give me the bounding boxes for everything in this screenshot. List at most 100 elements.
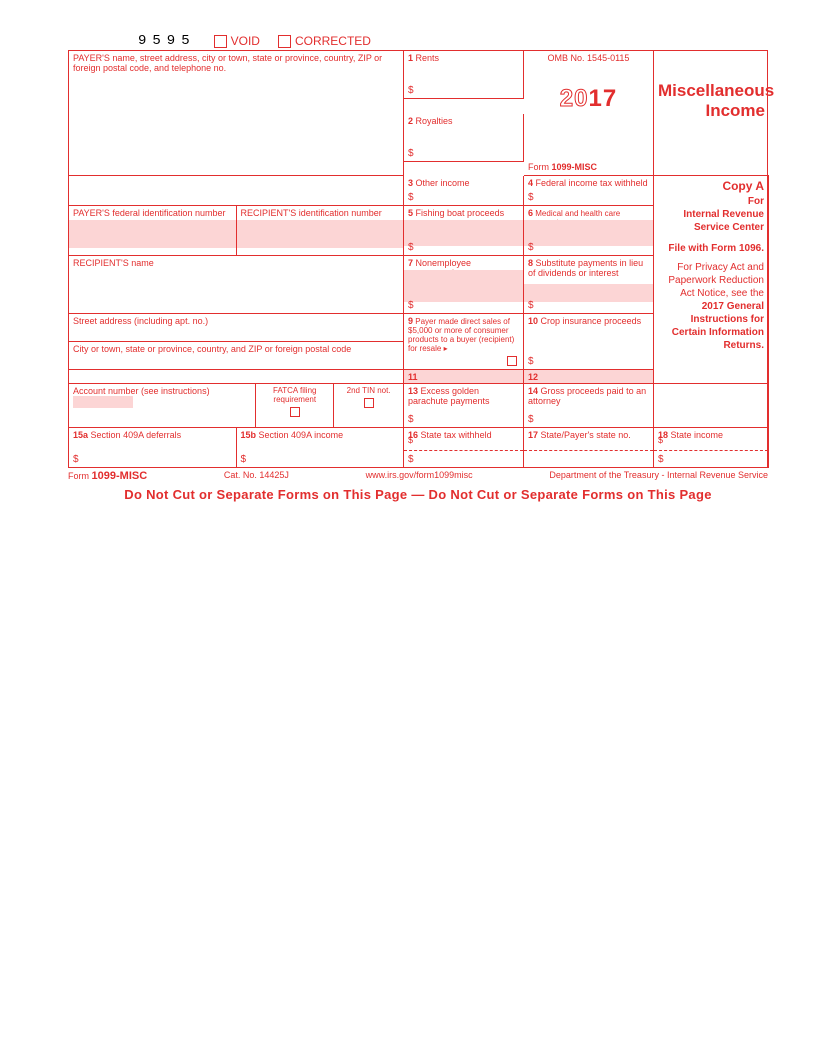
payer-info-block[interactable]: PAYER'S name, street address, city or to… <box>69 51 404 176</box>
box-7-nonemployee[interactable]: 7 Nonemployee compensation $ <box>404 256 524 314</box>
privacy-text-2: 2017 General Instructions for Certain In… <box>672 301 764 351</box>
box-18-state-income[interactable]: 18 State income $ $ <box>654 428 769 468</box>
box-16-state-tax[interactable]: 16 State tax withheld $ $ <box>404 428 524 468</box>
box-8-substitute[interactable]: 8 Substitute payments in lieu of dividen… <box>524 256 654 314</box>
title-block: Miscellaneous Income <box>654 51 769 176</box>
row-15: 15a Section 409A deferrals $ 15b Section… <box>69 428 404 468</box>
box-10-num: 10 <box>528 316 538 326</box>
dollar-sign: $ <box>73 454 79 465</box>
box-17-state-no[interactable]: 17 State/Payer's state no. <box>524 428 654 468</box>
dollar-sign: $ <box>241 454 247 465</box>
box-5-num: 5 <box>408 208 413 218</box>
tin2-checkbox[interactable] <box>364 398 374 408</box>
spacer-2 <box>69 370 404 384</box>
form-number: 1099-MISC <box>552 162 598 172</box>
tin2-label: 2nd TIN not. <box>347 386 391 395</box>
footer-url: www.irs.gov/form1099misc <box>366 470 473 482</box>
box-4-label: Federal income tax withheld <box>536 178 648 188</box>
dollar-sign: $ <box>408 148 414 159</box>
box-10-label: Crop insurance proceeds <box>541 316 642 326</box>
box-14-label: Gross proceeds paid to an attorney <box>528 386 646 406</box>
dollar-sign: $ <box>408 454 414 465</box>
form-label: Form <box>528 162 549 172</box>
box-1-rents[interactable]: 1 Rents $ <box>404 51 524 99</box>
box-15a-label: Section 409A deferrals <box>91 430 182 440</box>
dollar-sign: $ <box>658 435 663 445</box>
box-3-other-income[interactable]: 3 Other income $ <box>404 176 524 206</box>
box-7-num: 7 <box>408 258 413 268</box>
box-3-label: Other income <box>416 178 470 188</box>
account-number[interactable]: Account number (see instructions) <box>69 384 255 427</box>
dollar-sign: $ <box>528 356 534 367</box>
corrected-label: CORRECTED <box>295 34 371 48</box>
dollar-sign: $ <box>408 300 414 311</box>
right-spacer <box>654 384 769 428</box>
payer-fed-id[interactable]: PAYER'S federal identification number <box>69 206 237 255</box>
account-label: Account number (see instructions) <box>73 386 210 396</box>
right-instructions: Copy A For Internal Revenue Service Cent… <box>654 176 769 384</box>
dollar-sign: $ <box>408 85 414 96</box>
footer-row: Form 1099-MISC Cat. No. 14425J www.irs.g… <box>68 468 768 484</box>
box-9-label: Payer made direct sales of $5,000 or mor… <box>408 317 514 353</box>
box-8-num: 8 <box>528 258 533 268</box>
box-1-num: 1 <box>408 53 413 63</box>
footer-cat: Cat. No. 14425J <box>224 470 289 482</box>
omb-year-block: OMB No. 1545-0115 2017 Form 1099-MISC <box>524 51 654 176</box>
box-17-label: State/Payer's state no. <box>541 430 631 440</box>
recipient-id[interactable]: RECIPIENT'S identification number <box>237 206 404 255</box>
fatca-checkbox[interactable] <box>290 407 300 417</box>
tin2-block[interactable]: 2nd TIN not. <box>333 384 403 427</box>
street-address-block[interactable]: Street address (including apt. no.) <box>69 314 404 342</box>
box-10-crop[interactable]: 10 Crop insurance proceeds $ <box>524 314 654 370</box>
year-prefix: 20 <box>560 85 589 112</box>
void-checkbox[interactable] <box>214 35 227 48</box>
footer-form-label: Form <box>68 471 89 481</box>
recipient-id-label: RECIPIENT'S identification number <box>241 208 382 218</box>
privacy-text-1: For Privacy Act and Paperwork Reduction … <box>668 262 764 299</box>
dollar-sign: $ <box>408 414 414 425</box>
box-2-royalties[interactable]: 2 Royalties $ <box>404 114 524 162</box>
box-3-num: 3 <box>408 178 413 188</box>
box-9-num: 9 <box>408 316 413 326</box>
box-15a[interactable]: 15a Section 409A deferrals $ <box>69 428 236 467</box>
box-9-checkbox[interactable] <box>507 356 517 366</box>
void-label: VOID <box>231 34 260 48</box>
box-6-medical[interactable]: 6 Medical and health care payments $ <box>524 206 654 256</box>
form-1099-misc: 9595 VOID CORRECTED PAYER'S name, street… <box>68 32 768 502</box>
box-13-num: 13 <box>408 386 418 396</box>
box-14-num: 14 <box>528 386 538 396</box>
account-row: Account number (see instructions) FATCA … <box>69 384 404 428</box>
footer-dept: Department of the Treasury - Internal Re… <box>549 470 768 482</box>
header-row: 9595 VOID CORRECTED <box>68 32 768 50</box>
box-4-fed-tax[interactable]: 4 Federal income tax withheld $ <box>524 176 654 206</box>
box-11[interactable]: 11 <box>404 370 524 384</box>
box-17-num: 17 <box>528 430 538 440</box>
box-5-label: Fishing boat proceeds <box>416 208 505 218</box>
box-5-fishing[interactable]: 5 Fishing boat proceeds $ <box>404 206 524 256</box>
dollar-sign: $ <box>408 242 414 253</box>
payer-fed-id-label: PAYER'S federal identification number <box>73 208 225 218</box>
spacer-row <box>69 176 404 206</box>
irs-center-label: Internal Revenue Service Center <box>658 208 764 234</box>
box-9-direct-sales[interactable]: 9 Payer made direct sales of $5,000 or m… <box>404 314 524 370</box>
box-13-parachute[interactable]: 13 Excess golden parachute payments $ <box>404 384 524 428</box>
recipient-name-label: RECIPIENT'S name <box>73 258 154 268</box>
fatca-label: FATCA filing requirement <box>273 386 316 404</box>
dollar-sign: $ <box>408 435 413 445</box>
box-13-label: Excess golden parachute payments <box>408 386 490 406</box>
box-18-label: State income <box>671 430 724 440</box>
box-12[interactable]: 12 <box>524 370 654 384</box>
box-14-attorney[interactable]: 14 Gross proceeds paid to an attorney $ <box>524 384 654 428</box>
city-block[interactable]: City or town, state or province, country… <box>69 342 404 370</box>
for-label: For <box>658 195 764 208</box>
box-2-num: 2 <box>408 116 413 126</box>
recipient-name-block[interactable]: RECIPIENT'S name <box>69 256 404 314</box>
dollar-sign: $ <box>658 454 664 465</box>
box-15b[interactable]: 15b Section 409A income $ <box>236 428 404 467</box>
box-4-num: 4 <box>528 178 533 188</box>
form-grid: PAYER'S name, street address, city or to… <box>68 50 768 468</box>
corrected-checkbox[interactable] <box>278 35 291 48</box>
fatca-block[interactable]: FATCA filing requirement <box>255 384 333 427</box>
form-code: 9595 <box>138 33 196 49</box>
omb-number: OMB No. 1545-0115 <box>528 53 649 63</box>
